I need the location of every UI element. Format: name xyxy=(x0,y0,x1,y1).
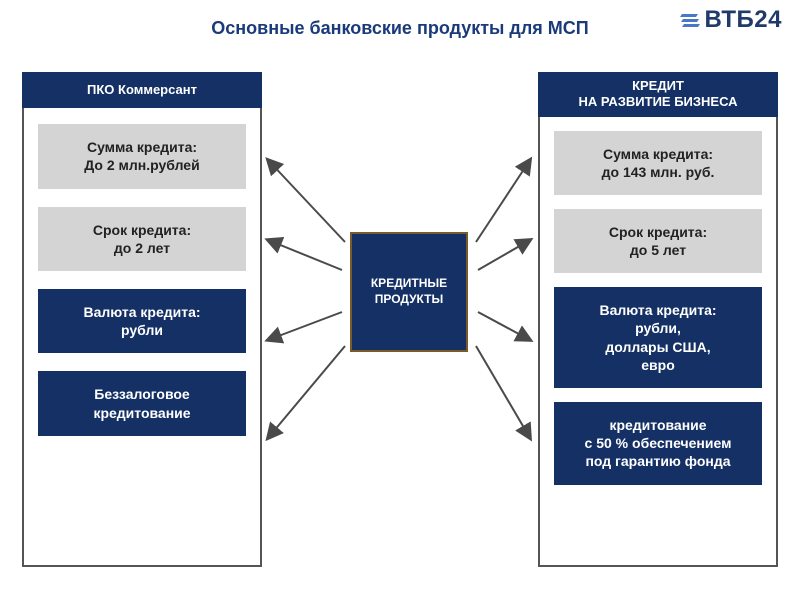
vtb24-logo: ВТБ24 xyxy=(680,6,782,34)
box-value: до 2 лет xyxy=(46,239,238,257)
box-value: рубли xyxy=(46,321,238,339)
center-box-label: КРЕДИТНЫЕПРОДУКТЫ xyxy=(371,276,447,307)
left-box-2: Валюта кредита: рубли xyxy=(38,289,246,353)
left-box-0: Сумма кредита: До 2 млн.рублей xyxy=(38,124,246,188)
right-column: КРЕДИТНА РАЗВИТИЕ БИЗНЕСА Сумма кредита:… xyxy=(538,72,778,567)
center-box: КРЕДИТНЫЕПРОДУКТЫ xyxy=(350,232,468,352)
logo-wing-icon xyxy=(680,11,700,29)
right-box-3: кредитованиес 50 % обеспечениемпод гаран… xyxy=(554,402,762,485)
box-label: Срок кредита: xyxy=(46,221,238,239)
box-label: Валюта кредита: xyxy=(562,301,754,319)
right-box-2: Валюта кредита: рубли,доллары США,евро xyxy=(554,287,762,388)
header: Основные банковские продукты для МСП ВТБ… xyxy=(0,0,800,56)
box-label: Валюта кредита: xyxy=(46,303,238,321)
right-box-1: Срок кредита: до 5 лет xyxy=(554,209,762,273)
right-column-header: КРЕДИТНА РАЗВИТИЕ БИЗНЕСА xyxy=(538,72,778,117)
left-column: ПКО Коммерсант Сумма кредита: До 2 млн.р… xyxy=(22,72,262,567)
left-column-body: Сумма кредита: До 2 млн.рублей Срок кред… xyxy=(24,108,260,446)
left-box-3: Беззалоговое кредитование xyxy=(38,371,246,435)
box-label: Сумма кредита: xyxy=(562,145,754,163)
box-label: Срок кредита: xyxy=(562,223,754,241)
box-label: Сумма кредита: xyxy=(46,138,238,156)
left-column-header: ПКО Коммерсант xyxy=(22,72,262,108)
right-column-body: Сумма кредита: до 143 млн. руб. Срок кре… xyxy=(540,117,776,495)
logo-text: ВТБ24 xyxy=(704,6,782,34)
box-value: Беззалоговое кредитование xyxy=(46,385,238,421)
box-value: До 2 млн.рублей xyxy=(46,156,238,174)
right-box-0: Сумма кредита: до 143 млн. руб. xyxy=(554,131,762,195)
page-title: Основные банковские продукты для МСП xyxy=(211,18,588,39)
box-value: до 143 млн. руб. xyxy=(562,163,754,181)
left-box-1: Срок кредита: до 2 лет xyxy=(38,207,246,271)
box-value: рубли,доллары США,евро xyxy=(562,319,754,374)
box-value: кредитованиес 50 % обеспечениемпод гаран… xyxy=(562,416,754,471)
box-value: до 5 лет xyxy=(562,241,754,259)
